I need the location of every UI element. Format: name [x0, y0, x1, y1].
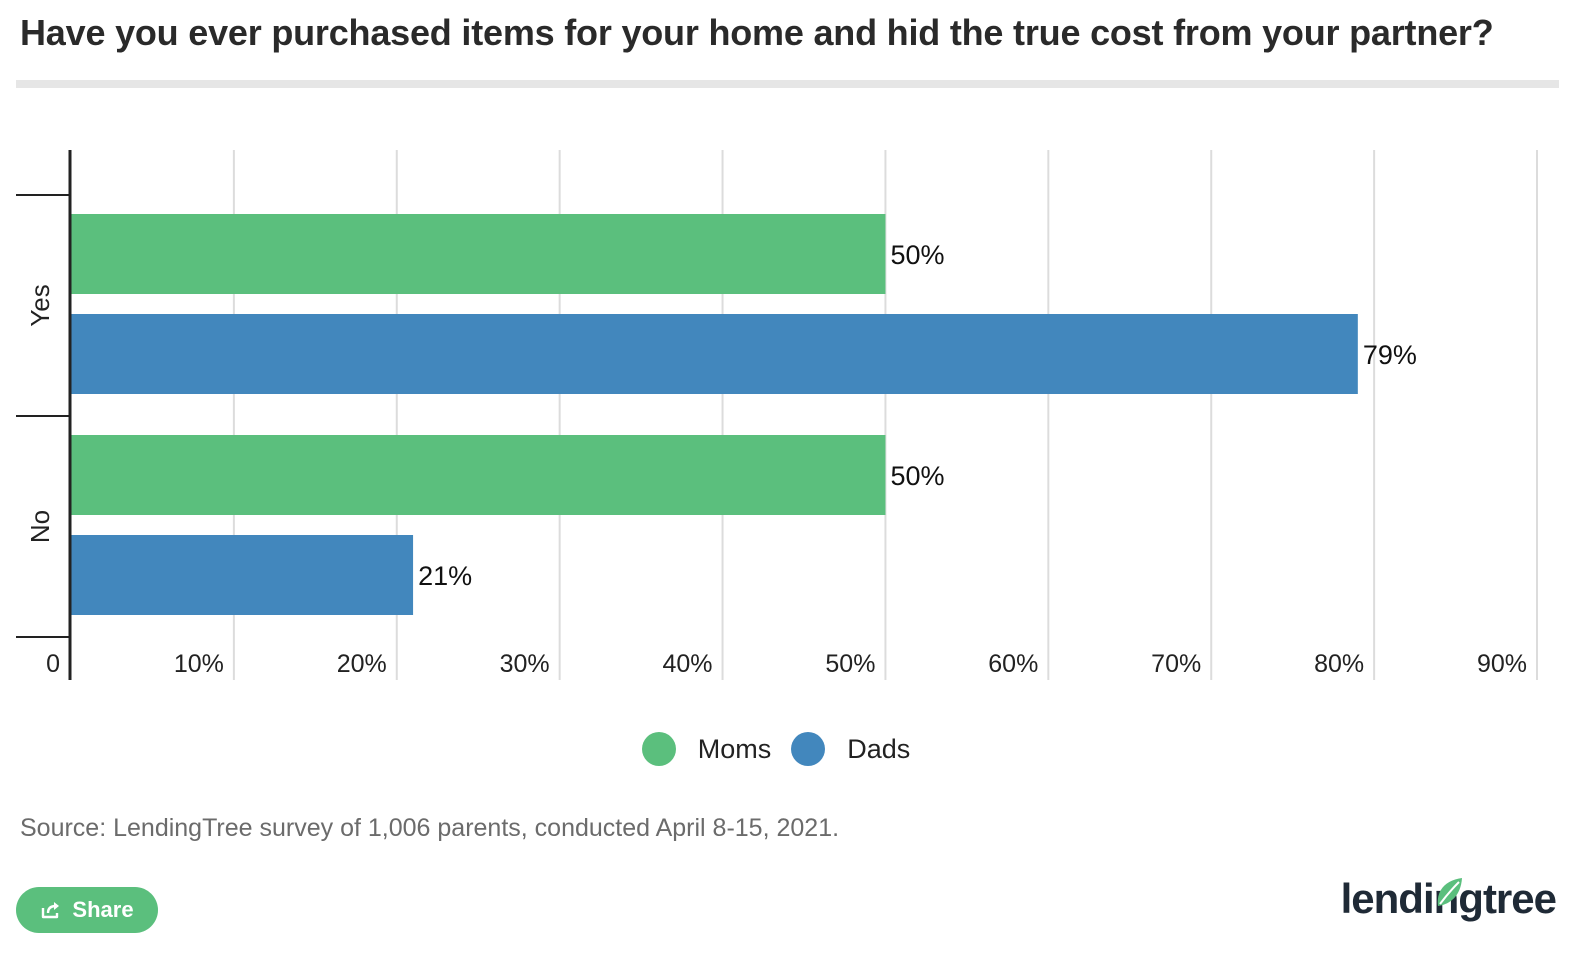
data-label: 21% [418, 561, 472, 591]
bar-yes-moms [71, 214, 886, 294]
x-tick-label: 70% [1151, 650, 1201, 678]
category-label: No [25, 510, 55, 543]
x-tick-label: 50% [825, 650, 875, 678]
x-tick-label: 60% [988, 650, 1038, 678]
legend-swatch-moms [641, 732, 676, 766]
lendingtree-logo[interactable]: lendingtree [1341, 878, 1557, 920]
legend-swatch-dads [791, 732, 826, 766]
x-tick-label: 20% [337, 650, 387, 678]
bar-no-moms [71, 435, 886, 515]
legend-item-dads[interactable]: Dads [791, 732, 910, 766]
data-label: 79% [1363, 340, 1417, 370]
chart-title: Have you ever purchased items for your h… [20, 12, 1494, 53]
bar-yes-dads [71, 314, 1358, 394]
x-tick-label: 40% [663, 650, 713, 678]
share-label: Share [72, 897, 134, 922]
x-tick-label: 30% [500, 650, 550, 678]
x-tick-label: 10% [174, 650, 224, 678]
data-label: 50% [890, 461, 944, 491]
x-tick-label: 90% [1477, 650, 1527, 678]
data-label: 50% [890, 240, 944, 270]
share-button[interactable]: Share [16, 887, 158, 933]
leaf-icon [1437, 878, 1462, 906]
legend-label-dads: Dads [847, 733, 911, 764]
bar-chart: 50% 79% Yes 50% 21% No 0 10% 20% 30% 40% 50% 60% 70% 8… [16, 150, 1538, 680]
share-icon [40, 900, 62, 920]
x-tick-label: 0 [46, 650, 60, 678]
legend: Moms Dads [0, 732, 1552, 766]
x-tick-label: 80% [1314, 650, 1364, 678]
legend-label-moms: Moms [697, 733, 772, 764]
title-divider [16, 80, 1559, 88]
bar-no-dads [71, 535, 414, 615]
legend-item-moms[interactable]: Moms [641, 732, 772, 766]
source-note: Source: LendingTree survey of 1,006 pare… [20, 814, 840, 842]
category-label: Yes [25, 284, 55, 326]
